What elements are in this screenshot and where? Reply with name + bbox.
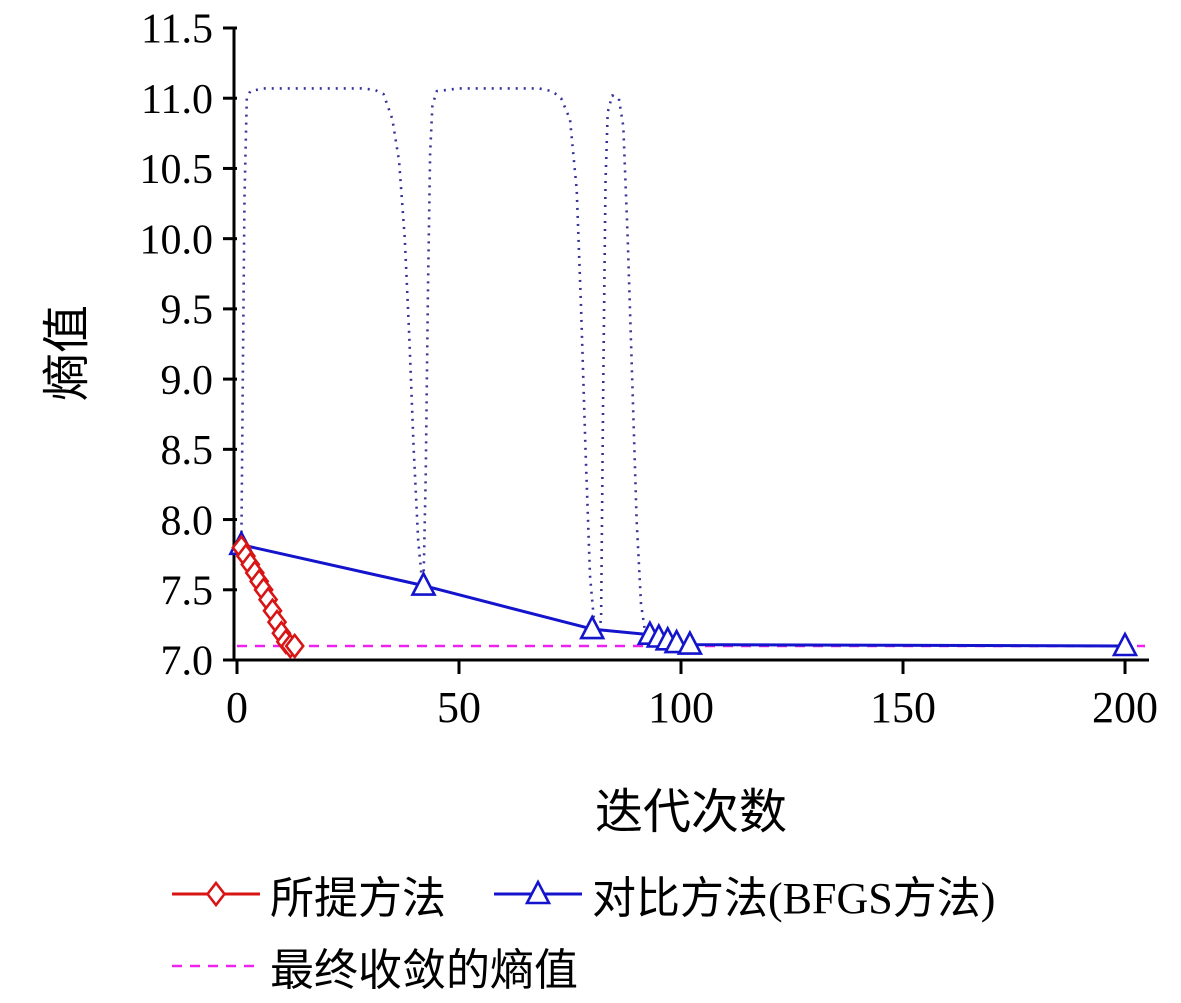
legend-label: 最终收敛的熵值 (270, 946, 578, 995)
y-tick-label: 8.0 (161, 498, 214, 544)
chart-canvas: 7.0 7.5 8.0 8.5 9.0 9.5 10.0 10.5 11.0 11.5 0 50 100… (140, 7, 1159, 732)
y-tick-label: 9.0 (161, 358, 214, 404)
y-tick-label: 11.5 (141, 7, 213, 53)
diamond-marker (284, 632, 305, 660)
legend-item: 最终收敛的熵值 (170, 934, 578, 998)
y-tick-label: 10.0 (140, 217, 214, 263)
triangle-marker (676, 629, 704, 655)
y-tick-label: 9.5 (161, 288, 214, 334)
y-tick-label: 7.5 (161, 568, 214, 614)
legend-label: 对比方法(BFGS方法) (592, 874, 996, 923)
x-tick-label: 200 (1092, 683, 1158, 732)
legend-swatch-diamond (172, 880, 260, 908)
axes (232, 28, 1149, 662)
y-tick-label: 10.5 (140, 147, 214, 193)
y-tick-label: 8.5 (161, 428, 214, 474)
y-axis-label: 熵值 (41, 305, 94, 402)
triangle-marker (410, 570, 437, 596)
legend-label: 所提方法 (270, 874, 446, 923)
y-tick-label: 7.0 (161, 639, 214, 685)
chart-legend: 所提方法 对比方法(BFGS方法) 最终收敛的熵值 (170, 862, 995, 998)
triangle-marker (1111, 631, 1139, 657)
x-tick-label: 100 (648, 683, 714, 732)
legend-row: 所提方法 对比方法(BFGS方法) (170, 862, 995, 926)
series-line-1 (241, 543, 1126, 648)
y-tick-label: 11.0 (141, 77, 213, 123)
legend-swatch-triangle (494, 879, 582, 905)
legend-swatch-none (172, 964, 260, 968)
legend-item: 对比方法(BFGS方法) (492, 862, 995, 926)
x-axis-label: 迭代次数 (594, 786, 787, 839)
triangle-marker (579, 614, 606, 640)
x-tick-label: 150 (870, 683, 936, 732)
legend-item: 所提方法 (170, 862, 446, 926)
legend-row: 最终收敛的熵值 (170, 934, 995, 998)
series-line-2 (240, 87, 690, 648)
x-tick-label: 0 (226, 683, 248, 732)
x-tick-label: 50 (437, 683, 481, 732)
